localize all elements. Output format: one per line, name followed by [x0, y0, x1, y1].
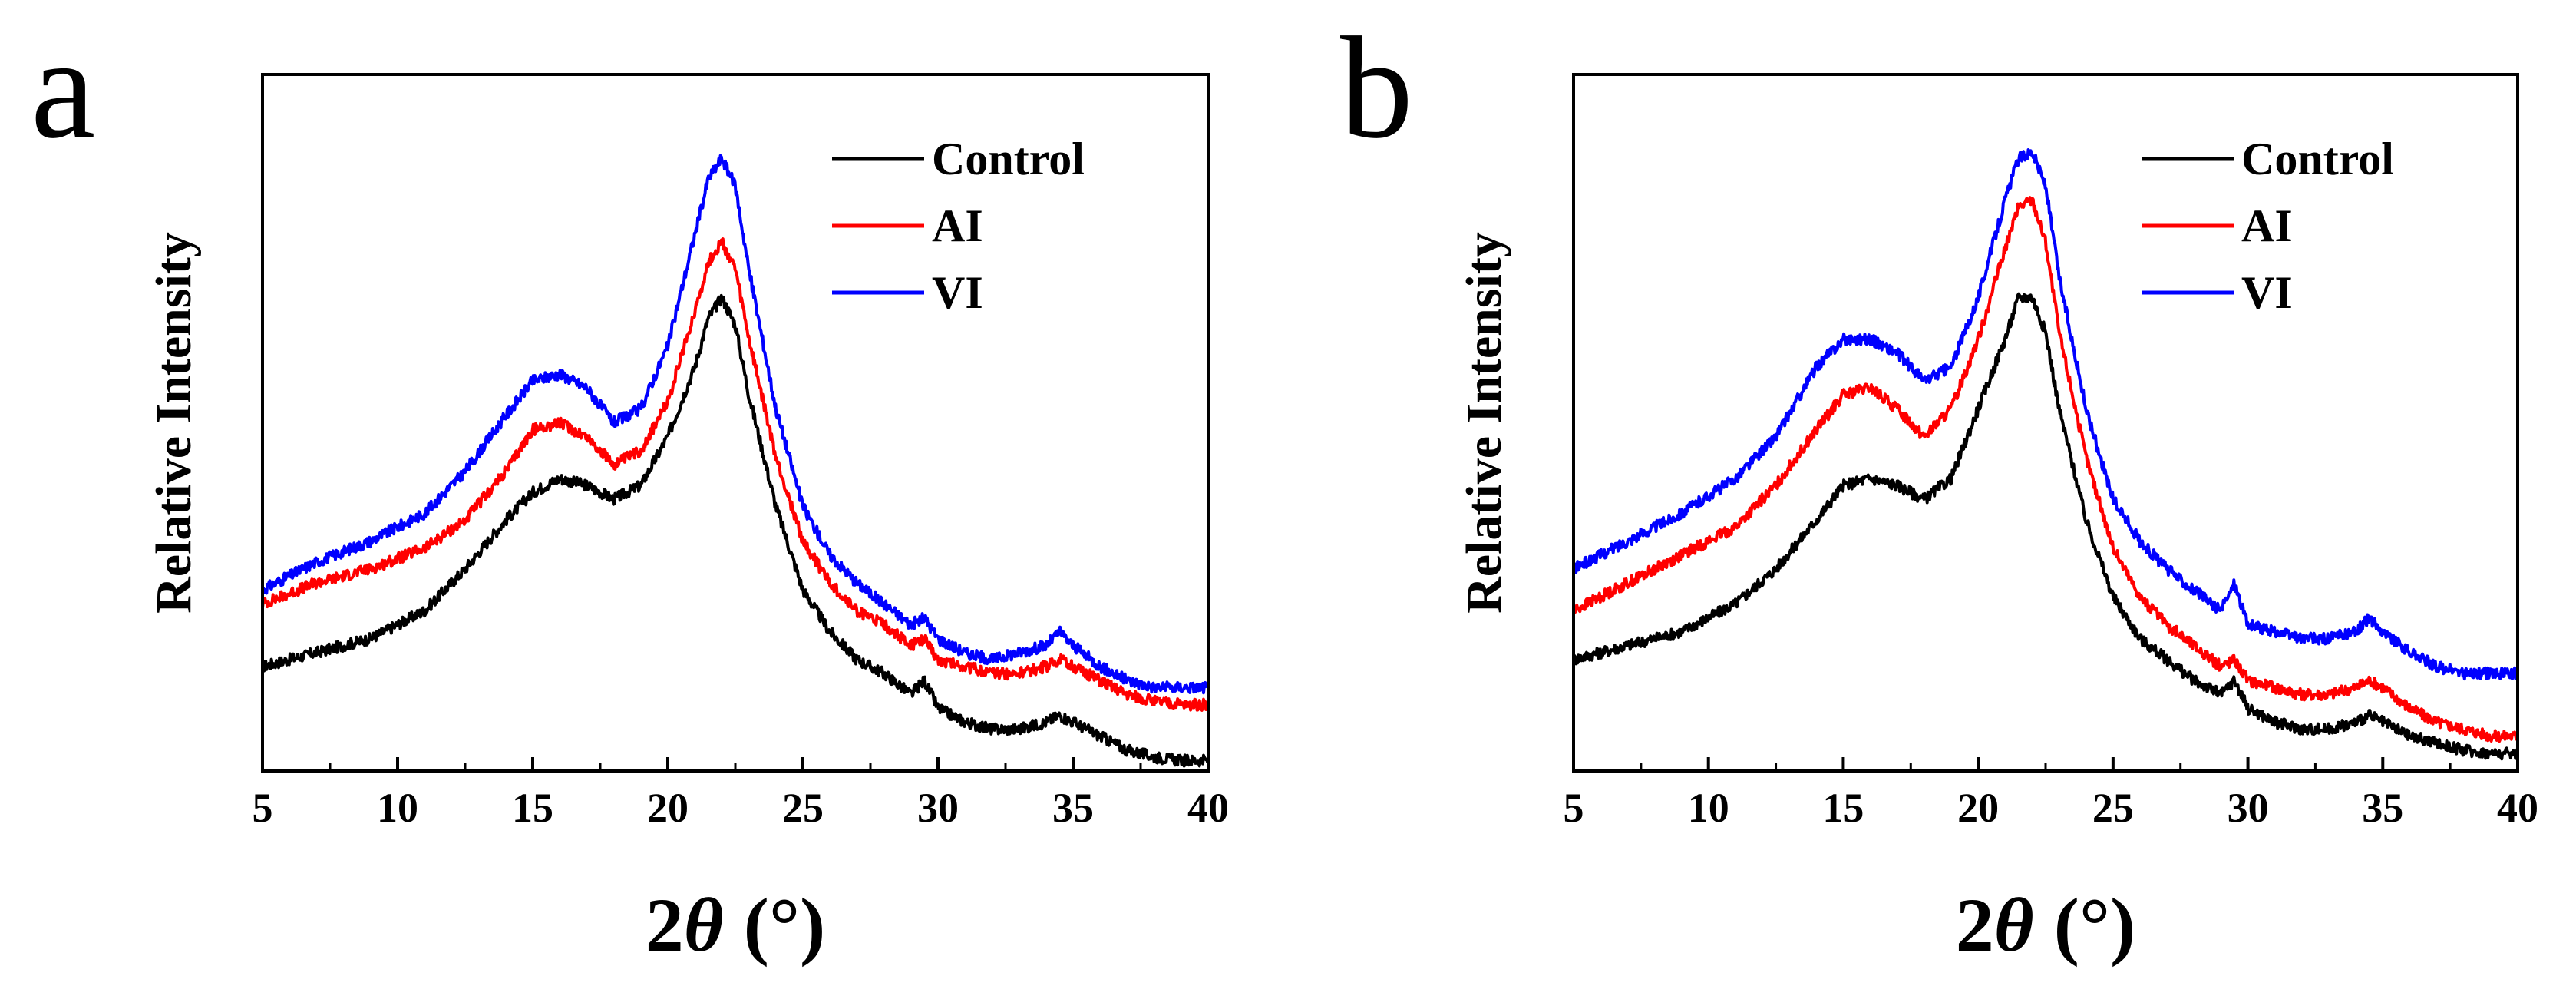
x-tick-label: 15	[1822, 785, 1864, 831]
legend-label-ai: AI	[932, 200, 983, 251]
panel-label: b	[1340, 8, 1413, 169]
x-axis-title-number: 2	[1956, 882, 1994, 968]
chart-panel-b: b 5 10 15 20 25 30 35 40 Relative Intensity 2θ (°) C…	[1340, 8, 2538, 968]
legend-label-vi: VI	[2241, 267, 2293, 318]
legend-label-control: Control	[2241, 134, 2394, 184]
x-tick-label: 10	[377, 785, 418, 831]
x-axis-title: 2θ (°)	[646, 882, 826, 968]
x-tick-label: 25	[782, 785, 824, 831]
x-axis-title: 2θ (°)	[1956, 882, 2136, 968]
series-line-vi	[1572, 148, 2519, 681]
x-tick-label: 15	[512, 785, 553, 831]
x-tick-label: 20	[1957, 785, 1999, 831]
y-axis-title: Relative Intensity	[146, 232, 202, 614]
x-axis-title-theta: θ	[1994, 882, 2034, 968]
series-line-control	[1572, 292, 2519, 761]
x-tick-label: 5	[253, 785, 273, 831]
x-axis-title-theta: θ	[684, 882, 724, 968]
panel-label: a	[31, 8, 95, 169]
series-line-vi	[261, 154, 1210, 695]
chart-panel-a: a 5 10 15 20 25 30 35 40 Relative Intensity 2θ (°) C…	[31, 8, 1229, 968]
x-axis-title-number: 2	[646, 882, 684, 968]
x-tick-label: 25	[2092, 785, 2134, 831]
x-tick-label: 5	[1564, 785, 1584, 831]
x-axis-title-unit: (°)	[2054, 882, 2136, 968]
x-tick-label: 35	[1052, 785, 1094, 831]
series-line-control	[261, 293, 1210, 768]
x-tick-label: 30	[917, 785, 959, 831]
legend-label-vi: VI	[932, 267, 983, 318]
legend-label-ai: AI	[2241, 200, 2293, 251]
series-line-ai	[261, 237, 1209, 712]
y-axis-title: Relative Intensity	[1456, 232, 1512, 614]
series-line-ai	[1572, 196, 2518, 743]
x-tick-label: 30	[2228, 785, 2269, 831]
x-tick-label: 10	[1688, 785, 1729, 831]
x-tick-label: 40	[2497, 785, 2538, 831]
legend-label-control: Control	[932, 134, 1085, 184]
x-tick-label: 20	[647, 785, 689, 831]
x-axis-title-unit: (°)	[744, 882, 826, 968]
x-tick-label: 40	[1187, 785, 1229, 831]
x-tick-label: 35	[2362, 785, 2403, 831]
